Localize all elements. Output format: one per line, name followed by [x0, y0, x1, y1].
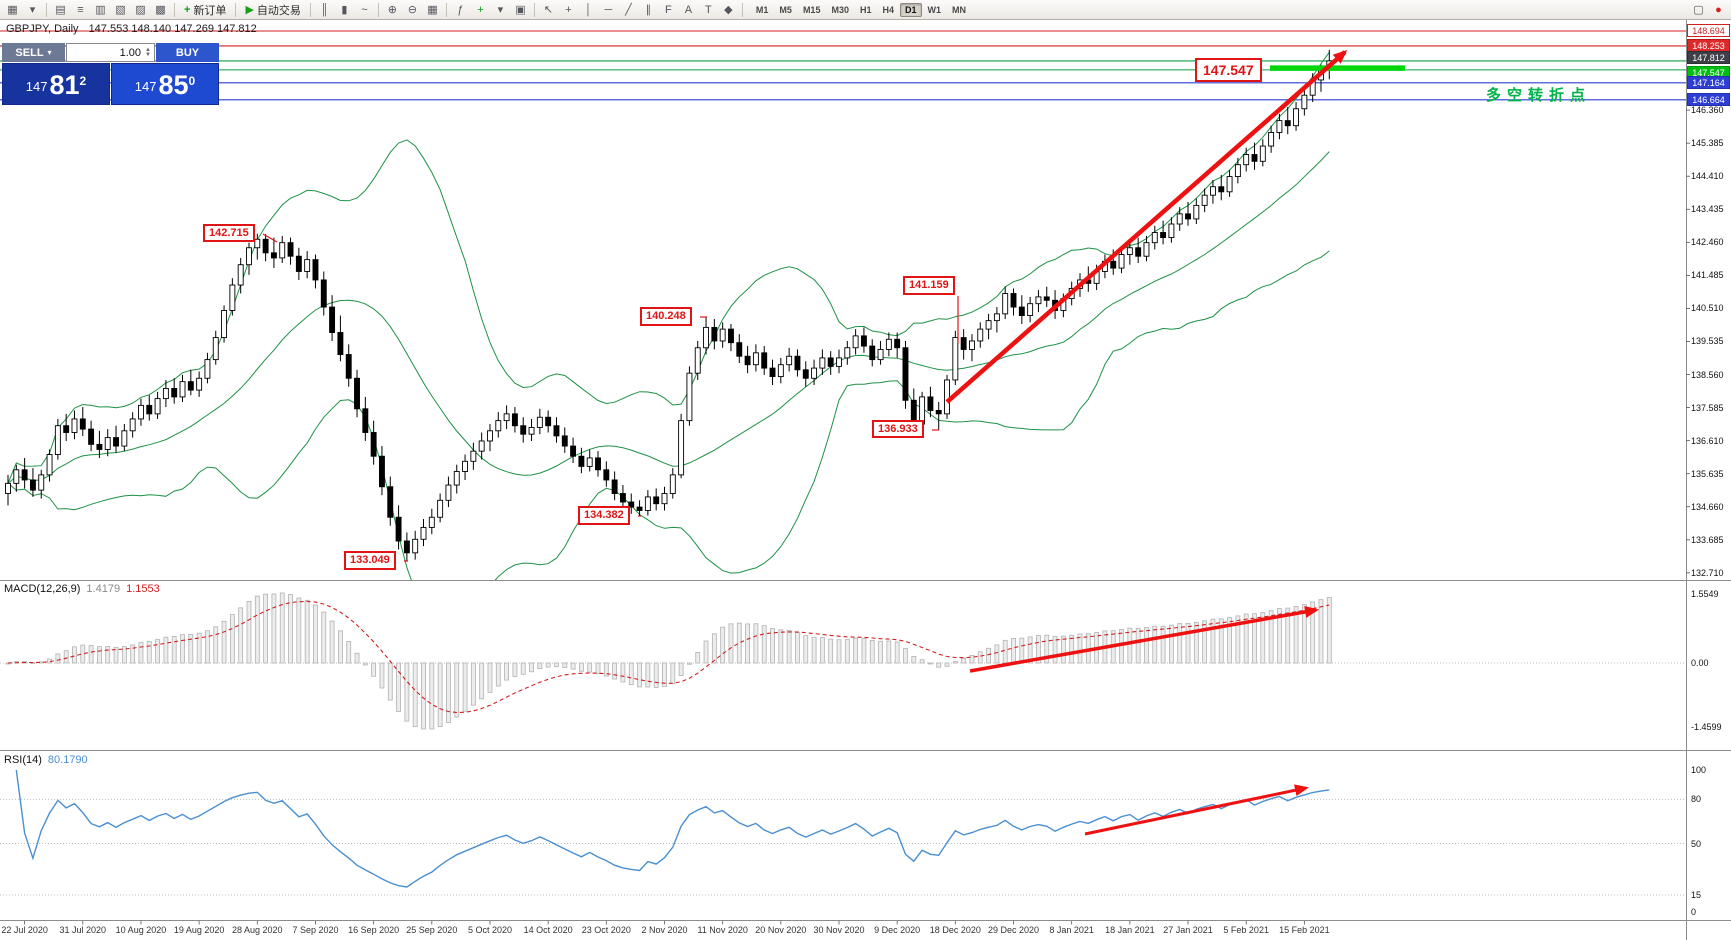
- candlesticks: [5, 49, 1333, 562]
- timeframe-m15[interactable]: M15: [802, 4, 821, 15]
- trend-arrow-rsi: [1084, 784, 1309, 836]
- buy-price-major: 147: [134, 79, 157, 94]
- toolbar-separator: [377, 2, 379, 17]
- buy-price-pips: 85: [158, 70, 189, 100]
- chart-list-dropdown-icon[interactable]: ▾: [29, 4, 36, 16]
- timeframe-m1[interactable]: M1: [755, 4, 769, 15]
- zoom-in-icon[interactable]: ⊕: [387, 4, 398, 16]
- rsi-line: [15, 769, 1330, 888]
- strategy-tester-icon[interactable]: ▩: [155, 4, 166, 16]
- tile-windows-icon[interactable]: ▦: [427, 4, 438, 16]
- fibonacci-icon[interactable]: F: [665, 3, 672, 16]
- vertical-line-icon[interactable]: │: [584, 3, 592, 16]
- sell-dropdown-icon: ▾: [47, 48, 52, 57]
- new-order-button[interactable]: + 新订单: [179, 2, 231, 18]
- sell-price-point: 2: [79, 74, 87, 88]
- timeframe-toolbar: M1 M5 M15 M30 H1 H4 D1 W1 MN: [751, 2, 971, 17]
- zoom-out-icon[interactable]: ⊖: [407, 4, 418, 16]
- annotation-leader-line: [262, 233, 278, 243]
- buy-price-button[interactable]: 147 85 0: [111, 63, 219, 105]
- bar-chart-icon[interactable]: ║: [320, 3, 329, 16]
- toolbar-separator: [533, 2, 535, 17]
- trend-arrow-macd: [969, 606, 1319, 673]
- volume-value: 1.00: [119, 46, 142, 59]
- buy-label: BUY: [175, 46, 200, 59]
- market-watch-icon[interactable]: ≡: [77, 3, 84, 16]
- data-window-icon[interactable]: ▥: [95, 4, 106, 16]
- timeframe-d1[interactable]: D1: [900, 2, 922, 17]
- new-order-icon: +: [184, 3, 191, 16]
- autotrading-button[interactable]: ▶ 自动交易: [240, 2, 305, 18]
- toolbar-separator: [309, 2, 311, 17]
- buy-header[interactable]: BUY: [156, 43, 219, 62]
- indicators-icon[interactable]: ƒ: [457, 3, 464, 16]
- channel-icon[interactable]: ∥: [645, 4, 652, 16]
- autotrading-button-label: 自动交易: [256, 4, 301, 17]
- new-order-button-label: 新订单: [193, 4, 227, 17]
- crosshair-icon[interactable]: +: [565, 3, 572, 16]
- candlestick-chart-icon[interactable]: ▮: [341, 4, 348, 16]
- sell-price-pips: 81: [49, 70, 80, 100]
- timeframe-h4[interactable]: H4: [882, 4, 894, 15]
- navigator-icon[interactable]: ▧: [115, 4, 126, 16]
- macd-panel: [0, 592, 1686, 730]
- macd-histogram: [5, 592, 1332, 730]
- toolbar-separator: [235, 2, 237, 17]
- profiles-icon[interactable]: ▤: [55, 4, 66, 16]
- new-chart-icon[interactable]: ▦: [7, 4, 18, 16]
- label-icon[interactable]: T: [705, 3, 712, 16]
- volume-spinner[interactable]: ▲ ▼: [145, 46, 151, 58]
- cursor-icon[interactable]: ↖: [543, 4, 554, 16]
- templates-icon[interactable]: ▣: [515, 4, 526, 16]
- text-icon[interactable]: A: [684, 3, 693, 16]
- arrows-icon[interactable]: ◆: [724, 4, 733, 16]
- timeframe-m30[interactable]: M30: [831, 4, 849, 15]
- buy-price-point: 0: [188, 74, 196, 88]
- rsi-panel: [0, 769, 1686, 896]
- indicators-add-icon[interactable]: +: [477, 3, 484, 16]
- main-toolbar: ▦ ▾ ▤ ≡ ▥ ▧ ▨ ▩ + 新订单 ▶ 自动交易 ║ ▮ ~ ⊕ ⊖ ▦ ƒ + ▾ ▣ ↖ + │ ─ ╱ ∥ F A T ◆ M1 M…: [0, 0, 1731, 20]
- trendline-icon[interactable]: ╱: [625, 4, 632, 16]
- green-resistance-segment: [1270, 65, 1405, 71]
- notification-icon[interactable]: ●: [1715, 3, 1722, 16]
- timeframe-h1[interactable]: H1: [859, 4, 872, 15]
- terminal-icon[interactable]: ▨: [135, 4, 146, 16]
- bollinger-bands: [7, 52, 1330, 580]
- toolbar-separator: [174, 2, 175, 17]
- chat-icon[interactable]: ▢: [1693, 4, 1704, 16]
- timeframe-w1[interactable]: W1: [927, 4, 942, 15]
- periods-dropdown-icon[interactable]: ▾: [497, 4, 504, 16]
- line-chart-icon[interactable]: ~: [361, 3, 368, 16]
- sell-header[interactable]: SELL ▾: [2, 43, 65, 62]
- one-click-trading-panel: SELL ▾ 1.00 ▲ ▼ BUY 147 81 2 147 85 0: [2, 43, 219, 105]
- sell-label: SELL: [15, 46, 44, 59]
- toolbar-separator: [741, 2, 743, 17]
- sell-price-major: 147: [25, 79, 48, 94]
- toolbar-separator: [46, 2, 47, 17]
- volume-field[interactable]: 1.00 ▲ ▼: [66, 43, 155, 62]
- horizontal-line-icon[interactable]: ─: [604, 3, 613, 16]
- sell-price-button[interactable]: 147 81 2: [2, 63, 110, 105]
- timeframe-mn[interactable]: MN: [952, 4, 967, 15]
- toolbar-separator: [445, 2, 447, 17]
- timeframe-m5[interactable]: M5: [779, 4, 792, 15]
- main-price-panel: [0, 30, 1686, 580]
- autotrading-icon: ▶: [245, 4, 254, 16]
- trend-arrow-main: [945, 50, 1348, 404]
